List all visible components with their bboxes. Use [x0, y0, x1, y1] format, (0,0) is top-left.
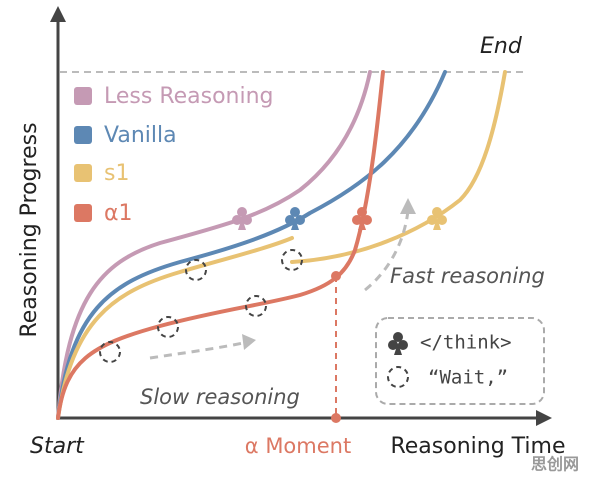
legend-label: Vanilla: [104, 123, 177, 148]
y-arrow: [50, 6, 66, 22]
moment-label: α Moment: [245, 434, 351, 458]
key-think: </think>: [420, 332, 512, 354]
x-label: Reasoning Time: [390, 434, 565, 459]
legend-label: α1: [104, 201, 133, 226]
y-label: Reasoning Progress: [17, 122, 42, 337]
watermark: 思创网: [531, 455, 579, 474]
legend-label: Less Reasoning: [104, 84, 274, 109]
x-arrow: [536, 410, 552, 426]
slow-arrow: [149, 340, 249, 360]
curve-vanilla: [56, 70, 447, 420]
curve-a1: [56, 70, 385, 420]
curve-s1: [290, 70, 507, 264]
club-icons: [232, 207, 447, 355]
moment-dot: [331, 413, 341, 423]
slow-label: Slow reasoning: [140, 385, 300, 409]
fast-arrow: [364, 209, 410, 292]
legend-swatch: [74, 126, 92, 144]
slow-arrow-head: [242, 334, 256, 350]
key-box: [375, 317, 545, 405]
key-wait: “Wait,”: [428, 367, 508, 389]
wait-icons: [99, 249, 409, 388]
legend-swatch: [74, 164, 92, 182]
moment-dot: [331, 271, 341, 281]
curve-s1: [56, 236, 294, 420]
start-label: Start: [30, 434, 85, 459]
fast-label: Fast reasoning: [390, 264, 545, 288]
end-label: End: [480, 34, 523, 59]
fast-arrow-head: [400, 198, 416, 214]
legend-swatch: [74, 87, 92, 105]
legend-swatch: [74, 204, 92, 222]
curve-less: [56, 70, 372, 420]
legend-label: s1: [104, 161, 129, 186]
